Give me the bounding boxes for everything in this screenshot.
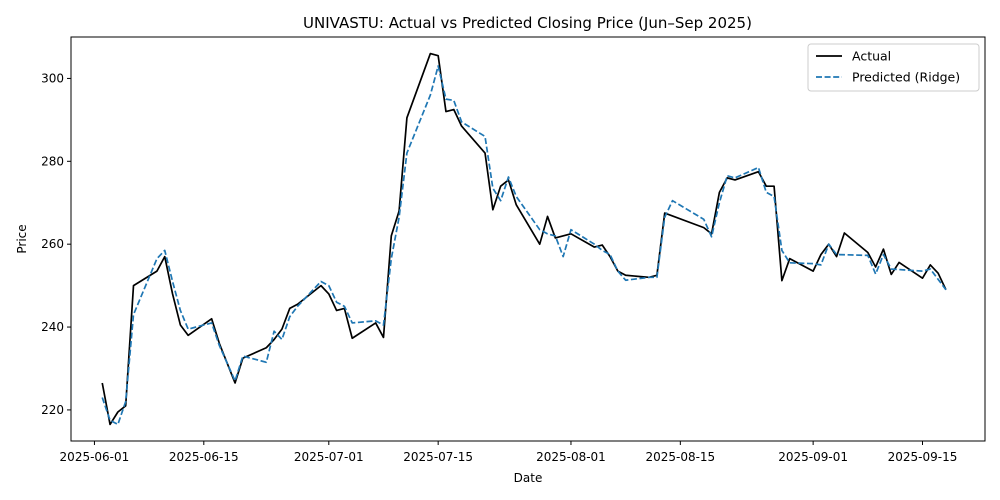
series-line-predicted-ridge	[101, 65, 947, 426]
x-axis-label: Date	[514, 471, 543, 485]
y-tick-label: 260	[41, 237, 64, 251]
x-tick-label: 2025-09-01	[778, 450, 848, 464]
x-tick-label: 2025-08-15	[645, 450, 715, 464]
legend: Actual Predicted (Ridge)	[807, 43, 980, 92]
x-axis: 2025-06-01 2025-06-15 2025-07-01 2025-07-15…	[60, 441, 958, 464]
series-layer	[101, 52, 947, 426]
x-tick-label: 2025-07-01	[294, 450, 364, 464]
legend-box	[807, 43, 980, 92]
y-axis-label: Price	[15, 224, 29, 253]
y-tick-label: 280	[41, 154, 64, 168]
x-tick-label: 2025-08-01	[536, 450, 606, 464]
plot-frame	[70, 36, 986, 442]
x-tick-label: 2025-06-15	[169, 450, 239, 464]
y-tick-label: 300	[41, 71, 64, 85]
y-tick-label: 240	[41, 320, 64, 334]
legend-label-predicted: Predicted (Ridge)	[852, 70, 960, 85]
legend-label-actual: Actual	[852, 49, 891, 64]
x-tick-label: 2025-06-01	[60, 450, 130, 464]
y-tick-label: 220	[41, 403, 64, 417]
x-tick-label: 2025-07-15	[403, 450, 473, 464]
chart-title: UNIVASTU: Actual vs Predicted Closing Pr…	[303, 14, 752, 32]
y-axis: 220 240 260 280 300	[41, 71, 71, 417]
x-tick-label: 2025-09-15	[888, 450, 958, 464]
